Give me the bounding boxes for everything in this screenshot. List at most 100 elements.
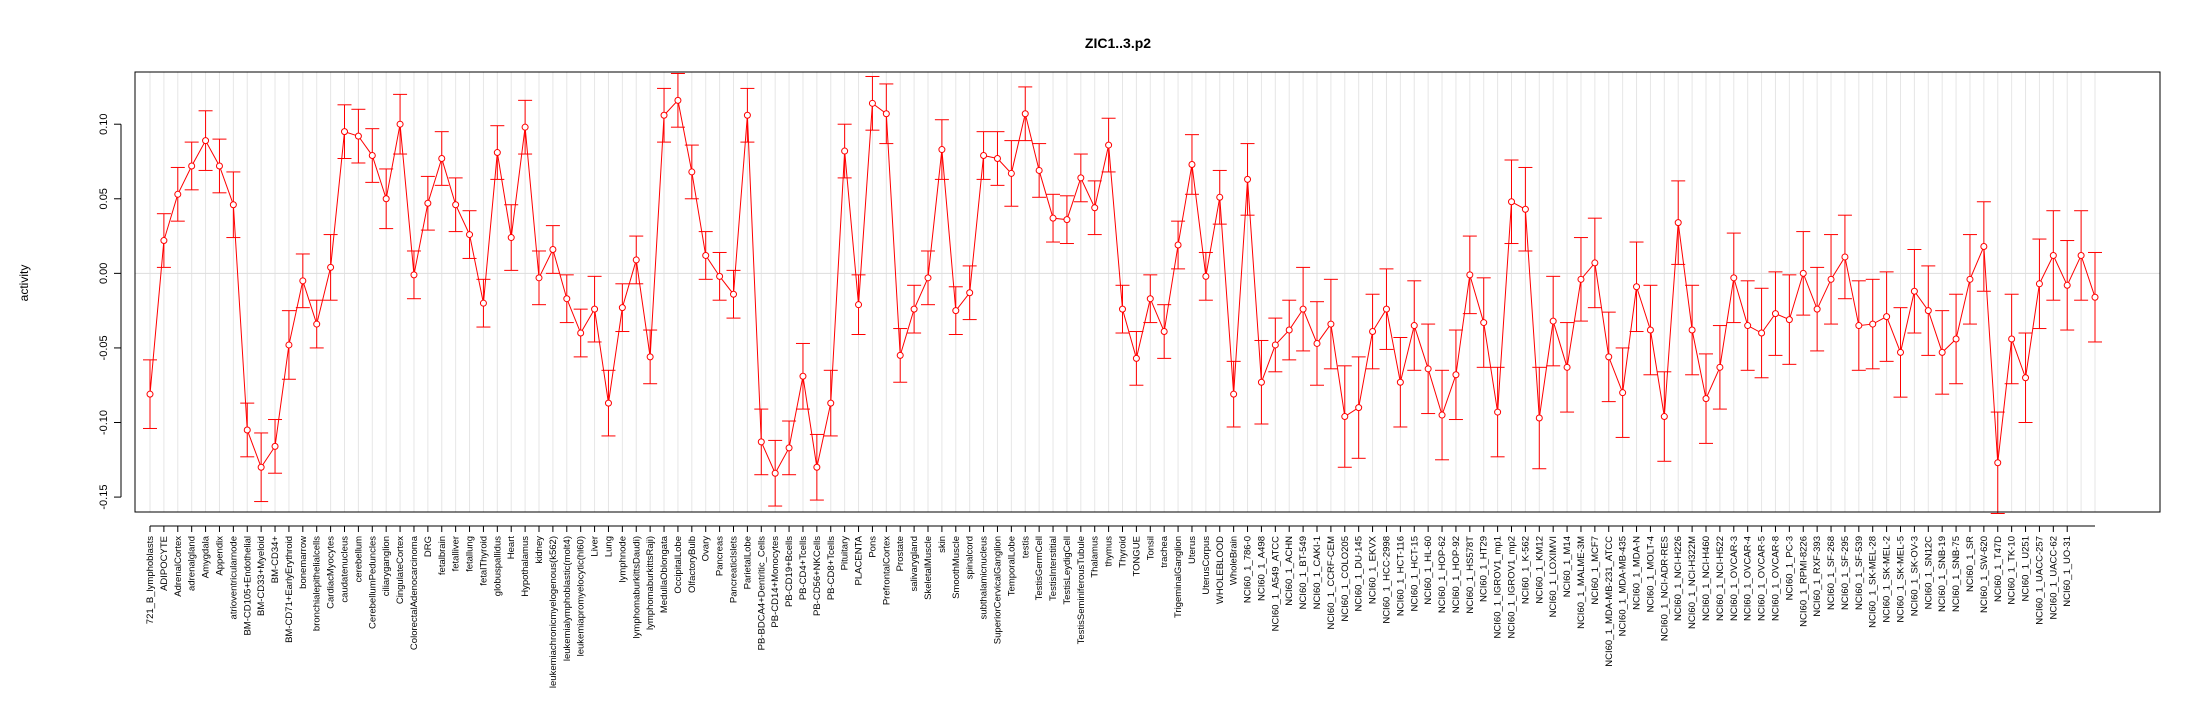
data-point	[1563, 363, 1571, 371]
x-tick-label: caudatenucleus	[340, 536, 351, 603]
x-tick-label: NCI60_1_HOP-92	[1451, 536, 1462, 613]
x-tick-label: TestisLeydigCell	[1062, 536, 1073, 605]
data-point	[771, 469, 779, 477]
data-point	[1077, 174, 1085, 182]
x-tick-label: MedullaOblongata	[659, 535, 670, 613]
data-point	[549, 245, 557, 253]
x-tick-label: UterusCorpus	[1201, 536, 1212, 595]
data-point	[1549, 317, 1557, 325]
x-tick-label: Thyroid	[1118, 536, 1129, 568]
data-point	[1799, 269, 1807, 277]
x-tick-label: NCI60_1_U251	[2021, 536, 2032, 602]
x-tick-label: NCI60_1_HOP-62	[1437, 536, 1448, 613]
x-tick-label: Hypothalamus	[520, 536, 531, 597]
x-tick-label: TestisGermCell	[1034, 536, 1045, 600]
x-tick-label: fetalliver	[451, 536, 462, 571]
x-tick-label: PrefrontalCortex	[881, 536, 892, 605]
x-tick-label: NCI60_1_A498	[1256, 536, 1267, 601]
data-point	[1771, 310, 1779, 318]
x-tick-label: fetalbrain	[437, 536, 448, 575]
data-point	[2035, 280, 2043, 288]
data-point	[591, 305, 599, 313]
x-tick-label: kidney	[534, 536, 545, 564]
x-tick-label: PB-BDCA4+Dentritic_Cells	[756, 536, 767, 651]
x-tick-label: thymus	[1104, 536, 1115, 567]
data-point	[1466, 271, 1474, 279]
data-point	[1021, 110, 1029, 118]
x-tick-label: NCI60_1_SF-539	[1854, 536, 1865, 610]
data-point	[2049, 251, 2057, 259]
x-tick-label: testis	[1020, 536, 1031, 558]
x-tick-label: BM-CD71+EarlyErythroid	[284, 536, 295, 643]
x-tick-label: NCI60_1_SR	[1965, 536, 1976, 592]
data-point	[1369, 328, 1377, 336]
data-point	[1619, 389, 1627, 397]
data-point	[452, 201, 460, 209]
data-point	[910, 305, 918, 313]
x-tick-label: CardiacMyocytes	[326, 536, 337, 609]
x-tick-label: NCI60_1_SF-295	[1840, 536, 1851, 610]
data-point	[1299, 305, 1307, 313]
x-tick-label: Liver	[590, 536, 601, 557]
x-tick-label: NCI60_1_COLO205	[1340, 536, 1351, 622]
x-tick-label: leukemiapromyelocytic(hl60)	[576, 536, 587, 656]
data-point	[1188, 160, 1196, 168]
data-point	[1174, 241, 1182, 249]
x-tick-label: lymphomaburkittsDaudi)	[631, 536, 642, 638]
data-point	[146, 390, 154, 398]
data-point	[604, 399, 612, 407]
x-tick-label: lymphomaburkittsRaji)	[645, 536, 656, 630]
data-point	[1855, 322, 1863, 330]
x-tick-label: NCI60_1_UACC-62	[2048, 536, 2059, 619]
x-tick-label: NCI60_1_RPMI-8226	[1798, 536, 1809, 627]
data-point	[1119, 305, 1126, 313]
data-point	[1091, 204, 1099, 212]
data-point	[1480, 319, 1488, 327]
x-tick-label: adrenalgland	[187, 536, 198, 591]
x-tick-label: trachea	[1159, 535, 1170, 567]
x-tick-label: salivarygland	[909, 536, 920, 591]
x-tick-label: ColorectalAdenocarcinoma	[409, 535, 420, 650]
data-point	[1730, 274, 1738, 282]
x-tick-label: NCI60_1_HCT-15	[1409, 536, 1420, 612]
x-tick-label: NCI60_1_IGROV1_mp2	[1507, 536, 1518, 638]
data-point	[952, 307, 960, 315]
x-tick-label: NCI60_1_LOXIMVI	[1548, 536, 1559, 617]
x-tick-label: PancreaticIslets	[729, 536, 740, 603]
data-point	[1994, 459, 2002, 467]
x-tick-label: Pons	[867, 536, 878, 558]
x-tick-label: NCI60_1_MDA-MB-435	[1618, 536, 1629, 636]
x-tick-label: OlfactoryBulb	[687, 536, 698, 593]
x-tick-label: NCI60_1_UO-31	[2062, 536, 2073, 607]
x-tick-label: NCI60_1_HCC-2998	[1381, 536, 1392, 624]
x-tick-label: SkeletalMuscle	[923, 536, 934, 600]
data-point	[438, 155, 446, 163]
data-point	[1438, 411, 1446, 419]
x-tick-label: NCI60_1_K-562	[1520, 536, 1531, 604]
x-tick-label: NCI60_1_NCI-H460	[1701, 536, 1712, 621]
data-point	[1285, 326, 1293, 334]
data-point	[354, 132, 362, 140]
x-tick-label: WholeBrain	[1229, 536, 1240, 585]
x-tick-label: ADIPOCYTE	[159, 536, 170, 591]
data-point	[1341, 413, 1349, 421]
data-point	[1966, 275, 1974, 283]
data-point	[368, 152, 376, 160]
data-point	[1146, 295, 1154, 303]
x-tick-label: Heart	[506, 536, 517, 560]
data-point	[271, 442, 279, 450]
data-point	[1007, 169, 1015, 177]
data-point	[507, 234, 515, 242]
x-tick-label: NCI60_1_SK-MEL-5	[1896, 536, 1907, 623]
data-point	[1327, 320, 1335, 328]
x-tick-label: atrioventricularnode	[228, 536, 239, 619]
x-tick-label: Pituitary	[840, 536, 851, 571]
y-axis-label: activity	[17, 265, 31, 302]
data-point	[493, 149, 501, 157]
data-point	[674, 96, 682, 104]
data-point	[2091, 293, 2099, 301]
x-tick-label: NCI60_1_T47D	[1993, 536, 2004, 602]
data-point	[1132, 354, 1140, 362]
x-tick-label: TemporalLobe	[1006, 536, 1017, 596]
